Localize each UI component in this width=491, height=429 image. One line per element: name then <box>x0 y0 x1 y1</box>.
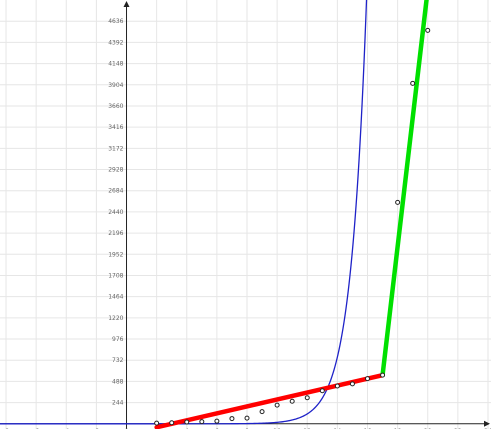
y-tick-label: 244 <box>112 400 124 407</box>
data-point <box>169 420 175 426</box>
data-point <box>199 419 205 425</box>
linear-fit-segment-red <box>154 372 385 429</box>
y-tick-label: 488 <box>112 378 124 385</box>
data-point <box>244 415 250 421</box>
y-tick-label: 1220 <box>108 315 123 322</box>
data-point <box>289 398 295 404</box>
y-tick-label: 4148 <box>108 61 123 68</box>
x-tick-label: 14 <box>334 428 342 429</box>
x-tick-label: 18 <box>394 428 402 429</box>
data-point <box>410 80 416 86</box>
x-axis-arrow <box>484 420 490 427</box>
data-point <box>154 420 160 426</box>
x-tick-label: 6 <box>215 428 219 429</box>
y-tick-label: 3416 <box>108 124 123 131</box>
y-tick-label: 4392 <box>108 39 123 46</box>
data-points <box>154 27 431 426</box>
x-tick-label: 22 <box>454 428 462 429</box>
data-point <box>334 383 340 389</box>
linear-fit-segment-green <box>380 0 429 378</box>
x-tick-label: 12 <box>303 428 311 429</box>
y-tick-label: 1464 <box>108 294 123 301</box>
y-tick-label: 2196 <box>108 230 123 237</box>
data-point <box>364 376 370 382</box>
x-tick-label: 4 <box>185 428 189 429</box>
data-point <box>349 381 355 387</box>
data-point <box>259 409 265 415</box>
y-tick-label: 3904 <box>108 82 123 89</box>
y-tick-label: 1952 <box>108 251 123 258</box>
x-tick-label: -8 <box>3 428 9 429</box>
y-tick-label: 4636 <box>108 18 123 25</box>
y-tick-label: 976 <box>112 336 124 343</box>
y-tick-label: 1708 <box>108 272 123 279</box>
y-tick-label: 2684 <box>108 188 123 195</box>
series <box>0 0 429 429</box>
data-point <box>214 418 220 424</box>
y-tick-label: 2928 <box>108 167 123 174</box>
data-point <box>184 419 190 425</box>
x-tick-label: 20 <box>424 428 432 429</box>
y-tick-label: 3172 <box>108 145 123 152</box>
x-tick-label: -6 <box>33 428 39 429</box>
x-tick-label: 10 <box>273 428 281 429</box>
data-point <box>274 402 280 408</box>
data-point <box>425 27 431 33</box>
x-tick-label: 24 <box>484 428 491 429</box>
y-tick-label: 732 <box>112 357 124 364</box>
x-tick-label: 8 <box>245 428 249 429</box>
data-point <box>380 372 386 378</box>
y-tick-label: 2440 <box>108 209 123 216</box>
y-tick-label: 3660 <box>108 103 123 110</box>
x-tick-label: 0 <box>125 428 129 429</box>
x-tick-label: 16 <box>364 428 372 429</box>
data-point <box>229 416 235 422</box>
x-tick-label: -4 <box>63 428 69 429</box>
x-tick-label: -2 <box>93 428 99 429</box>
data-point <box>395 199 401 205</box>
y-axis-arrow <box>123 1 130 7</box>
data-point <box>304 395 310 401</box>
data-point <box>319 388 325 394</box>
exponential-fit-curve <box>0 0 368 425</box>
